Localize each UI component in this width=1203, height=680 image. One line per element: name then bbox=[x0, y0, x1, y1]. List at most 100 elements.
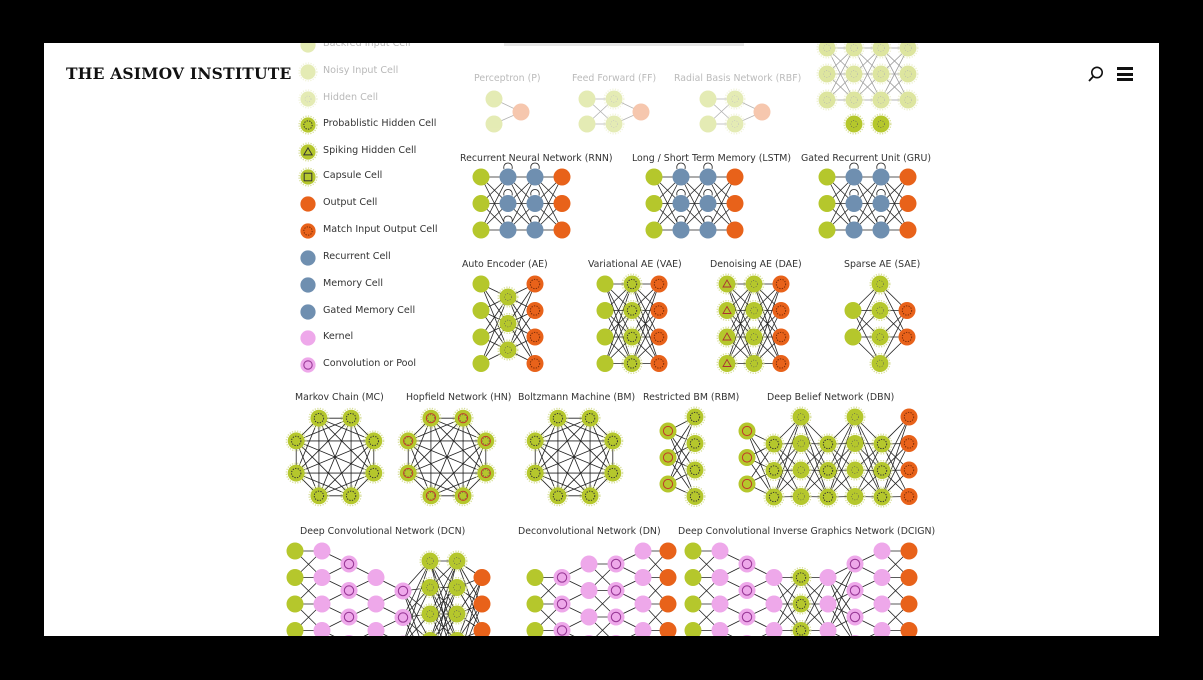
cell-match bbox=[898, 302, 916, 319]
cell-match bbox=[650, 302, 668, 319]
legend-recurrent-icon bbox=[300, 250, 316, 266]
cell-output bbox=[659, 622, 677, 636]
cell-hidden bbox=[816, 63, 838, 85]
cell-conv bbox=[607, 555, 625, 573]
cell-output bbox=[553, 195, 571, 212]
cell-recurrent bbox=[526, 195, 544, 212]
cell-kernel bbox=[873, 569, 891, 586]
legend-gated-icon bbox=[300, 304, 316, 320]
cell-input bbox=[472, 328, 490, 346]
cell-input bbox=[659, 449, 677, 466]
legend-item: Convolution or Pool bbox=[298, 355, 468, 375]
network-title: Markov Chain (MC) bbox=[295, 392, 384, 403]
cell-hidden bbox=[790, 406, 812, 428]
cell-prob bbox=[547, 485, 569, 507]
cell-prob bbox=[684, 459, 706, 481]
legend-hidden-icon bbox=[298, 89, 318, 109]
cell-conv bbox=[340, 555, 358, 573]
dbn-net bbox=[738, 406, 918, 508]
legend-kernel-icon bbox=[300, 330, 316, 346]
cell-prob bbox=[602, 462, 624, 484]
cell-noisy bbox=[716, 353, 738, 375]
cell-conv bbox=[738, 608, 756, 626]
cell-output bbox=[659, 569, 677, 586]
cell-conv bbox=[607, 608, 625, 626]
hamburger-menu-icon[interactable] bbox=[1116, 65, 1134, 83]
cell-input bbox=[645, 221, 663, 239]
cell-conv bbox=[738, 582, 756, 599]
cell-prob bbox=[763, 433, 785, 455]
cell-hidden bbox=[843, 89, 865, 111]
cell-memory bbox=[672, 221, 690, 239]
cell-hidden bbox=[870, 63, 892, 85]
network-title: Gated Recurrent Unit (GRU) bbox=[801, 153, 931, 164]
faded-top-row bbox=[485, 88, 771, 135]
cell-conv bbox=[340, 608, 358, 626]
cell-prob bbox=[308, 407, 330, 429]
search-icon[interactable] bbox=[1087, 65, 1105, 83]
cell-input bbox=[684, 595, 702, 613]
cell-hidden bbox=[870, 89, 892, 111]
cell-hidden bbox=[446, 577, 468, 599]
cell-hidden bbox=[475, 430, 497, 452]
sparse-ae-net bbox=[844, 273, 916, 375]
network-title: Recurrent Neural Network (RNN) bbox=[460, 153, 613, 164]
cell-hidden bbox=[816, 89, 838, 111]
cell-kernel bbox=[300, 330, 316, 346]
cell-hidden bbox=[897, 63, 919, 85]
cell-kernel bbox=[765, 622, 783, 636]
cell-conv bbox=[738, 555, 756, 573]
network-title: Radial Basis Network (RBF) bbox=[674, 73, 801, 84]
legend-label: Hidden Cell bbox=[323, 92, 379, 103]
cell-hidden bbox=[869, 273, 891, 295]
cell-noisy bbox=[716, 300, 738, 322]
cell-input bbox=[472, 275, 490, 293]
cell-hidden bbox=[446, 550, 468, 572]
cell-input bbox=[844, 302, 862, 319]
cell-input bbox=[684, 542, 702, 560]
cell-recurrent bbox=[526, 168, 544, 186]
cell-conv bbox=[846, 608, 864, 626]
site-logo-title[interactable]: THE ASIMOV INSTITUTE bbox=[66, 64, 292, 83]
legend-match-icon bbox=[300, 223, 316, 239]
cell-prob bbox=[621, 353, 643, 375]
legend-item: Probablistic Hidden Cell bbox=[298, 115, 468, 135]
cell-match bbox=[526, 302, 544, 319]
cell-hidden bbox=[897, 43, 919, 59]
feed-forward-net bbox=[578, 88, 650, 135]
legend-item: Capsule Cell bbox=[298, 167, 468, 187]
legend-prob-icon bbox=[298, 115, 318, 135]
cell-match bbox=[900, 408, 918, 426]
network-title: Feed Forward (FF) bbox=[572, 73, 656, 84]
rbf-net bbox=[699, 88, 771, 135]
cell-input bbox=[818, 195, 836, 212]
cell-hidden bbox=[790, 459, 812, 481]
cell-hidden bbox=[420, 630, 440, 636]
legend-item: Kernel bbox=[298, 328, 468, 348]
cell-gated bbox=[845, 168, 863, 186]
cell-prob bbox=[621, 300, 643, 322]
cell-output bbox=[900, 595, 918, 613]
cell-kernel bbox=[313, 569, 331, 586]
cell-hidden bbox=[603, 113, 625, 135]
cell-input bbox=[578, 115, 596, 133]
cell-conv bbox=[846, 582, 864, 599]
legend-label: Spiking Hidden Cell bbox=[323, 145, 417, 156]
cell-kernel bbox=[634, 542, 652, 560]
cell-input bbox=[738, 449, 756, 466]
cell-prob bbox=[763, 460, 785, 482]
cell-hidden bbox=[420, 485, 442, 507]
legend-output-icon bbox=[300, 196, 316, 212]
auto-encoder-net bbox=[472, 275, 544, 372]
cell-output bbox=[659, 542, 677, 560]
cell-input bbox=[286, 622, 304, 636]
cell-kernel bbox=[711, 622, 729, 636]
cell-match bbox=[772, 275, 790, 293]
cell-kernel bbox=[873, 595, 891, 613]
cell-match bbox=[300, 223, 316, 239]
page-frame: THE ASIMOV INSTITUTE Backfed Input Cell N… bbox=[44, 43, 1159, 636]
legend-item: Spiking Hidden Cell bbox=[298, 142, 468, 162]
cell-gated bbox=[872, 195, 890, 212]
cell-gated bbox=[872, 168, 890, 186]
cell-input bbox=[472, 195, 490, 212]
